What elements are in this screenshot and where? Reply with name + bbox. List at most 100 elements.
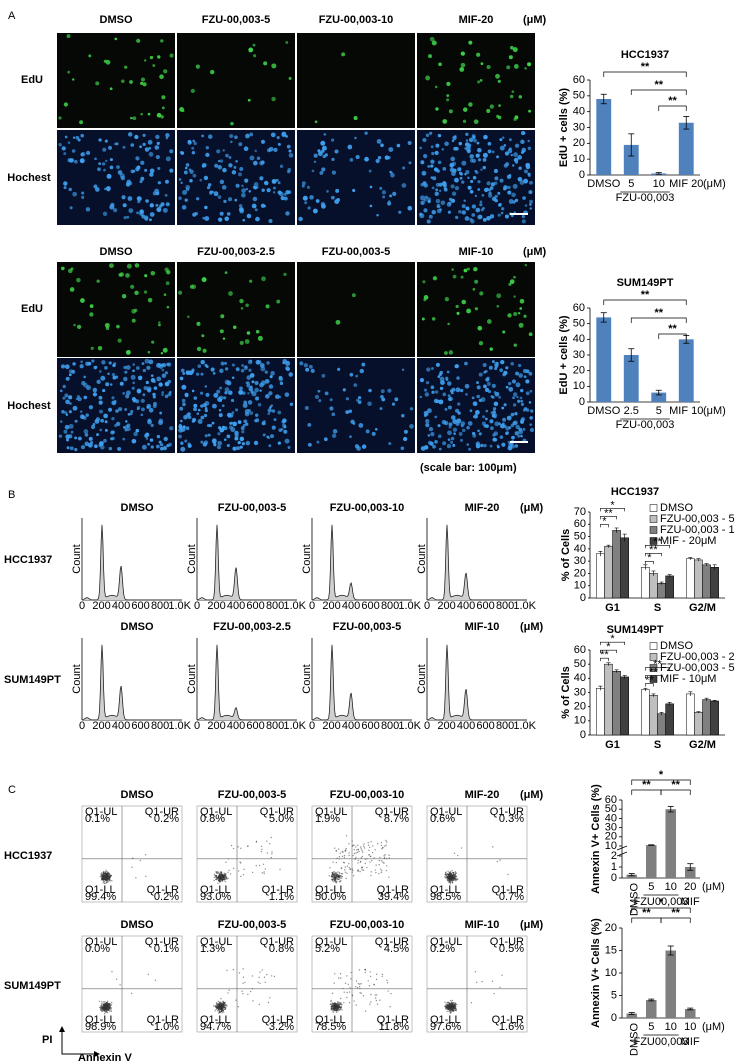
cell	[245, 187, 248, 191]
cell	[467, 176, 470, 180]
hist-tick-label: 1.0K	[168, 720, 191, 732]
cell	[81, 191, 85, 195]
cell	[480, 443, 484, 448]
hist-tick-label: 1.0K	[398, 600, 421, 612]
cell	[105, 159, 108, 163]
cell	[521, 214, 525, 219]
hist-tick-label: 400	[227, 600, 245, 612]
cell	[64, 393, 69, 398]
event-dot	[333, 874, 335, 876]
cell	[448, 109, 453, 114]
event-dot	[226, 878, 228, 880]
cell	[217, 440, 223, 446]
quadrant-name: Q1-UL	[85, 936, 117, 948]
cell	[260, 160, 265, 165]
cell	[423, 295, 429, 300]
significance-label: **	[671, 907, 680, 919]
cell	[204, 434, 208, 438]
cell	[520, 402, 524, 406]
y-tick-label: 20	[574, 567, 586, 579]
cell	[222, 337, 226, 340]
event-dot	[220, 879, 222, 881]
cell	[60, 266, 65, 271]
quadrant-name: Q1-UL	[315, 936, 347, 948]
cell	[124, 370, 128, 374]
significance-bracket	[660, 789, 691, 795]
cell	[401, 368, 405, 372]
cell	[200, 391, 204, 395]
chart-title: HCC1937	[611, 486, 659, 498]
histogram-line	[311, 644, 412, 721]
cell	[474, 169, 478, 173]
event-dot	[449, 999, 452, 1002]
event-dot	[385, 869, 388, 872]
event-dot	[445, 1006, 447, 1009]
cell	[276, 136, 280, 140]
cell	[523, 169, 528, 174]
cell	[444, 297, 450, 302]
cell	[496, 304, 500, 308]
cell	[503, 424, 507, 428]
event-dot	[451, 878, 454, 880]
quadrant-value: 1.1%	[269, 891, 294, 903]
cell	[163, 293, 167, 297]
quadrant-value: 1.3%	[200, 943, 225, 955]
cell	[273, 418, 277, 422]
micrograph	[417, 33, 535, 128]
cell	[482, 152, 488, 158]
event-dot	[103, 872, 105, 875]
cell	[508, 55, 513, 60]
cell	[238, 204, 243, 208]
event-dot	[368, 849, 370, 852]
event-dot	[214, 874, 216, 877]
cell	[69, 206, 73, 210]
cell	[419, 377, 425, 383]
cell	[130, 409, 134, 413]
cell	[367, 401, 372, 406]
event-dot	[105, 877, 107, 880]
event-dot	[104, 1008, 106, 1010]
event-dot	[269, 997, 271, 999]
cell	[268, 384, 274, 389]
cell	[446, 370, 450, 374]
event-dot	[373, 983, 375, 986]
cell	[105, 382, 110, 387]
event-dot	[337, 848, 340, 850]
significance-bracket	[600, 641, 625, 646]
cell	[492, 410, 496, 414]
micrograph	[177, 262, 295, 357]
event-dot	[105, 873, 107, 875]
cell	[286, 144, 291, 149]
event-dot	[213, 873, 216, 876]
cell	[200, 415, 205, 420]
significance-bracket	[631, 907, 691, 913]
quadrant-value: 0.8%	[200, 813, 225, 825]
cell	[466, 267, 470, 271]
quadrant-name: Q1-LR	[147, 884, 179, 896]
hist-y-label: Count	[186, 544, 198, 573]
event-dot	[110, 1004, 113, 1006]
cell	[84, 433, 89, 437]
cell	[217, 217, 223, 222]
cell	[245, 303, 249, 308]
axis-arrow	[61, 1028, 98, 1055]
cell	[486, 215, 491, 221]
event-dot	[384, 845, 386, 847]
cell	[118, 272, 123, 277]
cell	[451, 415, 456, 420]
cell	[203, 413, 208, 418]
event-dot	[221, 878, 223, 880]
cell	[204, 385, 208, 388]
cell	[245, 133, 250, 139]
cell	[69, 402, 72, 405]
bar	[645, 845, 657, 878]
cell	[459, 438, 463, 442]
cell	[165, 156, 171, 162]
bar	[604, 663, 613, 736]
event-dot	[460, 847, 463, 849]
cell	[525, 391, 530, 396]
histogram-fill	[197, 644, 297, 720]
cell	[92, 387, 98, 393]
event-dot	[453, 875, 455, 877]
event-dot	[445, 1003, 447, 1005]
